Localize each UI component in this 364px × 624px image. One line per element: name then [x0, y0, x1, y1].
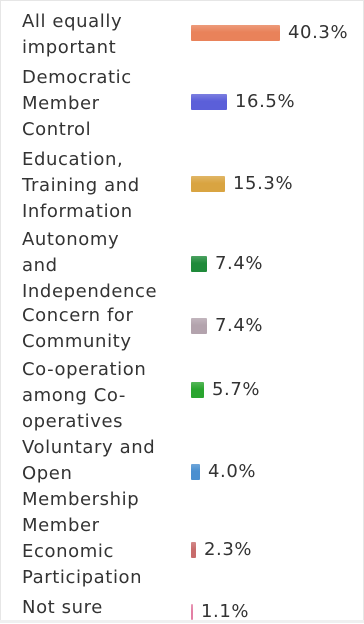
value-label: 5.7% — [212, 379, 261, 400]
category-label: Not sure — [22, 597, 103, 618]
category-label: Co-operation among Co- operatives — [22, 359, 147, 432]
value-label: 16.5% — [235, 91, 296, 112]
category-label: Concern for Community — [22, 305, 134, 352]
value-label: 4.0% — [208, 461, 257, 482]
value-label: 15.3% — [233, 173, 294, 194]
value-label: 1.1% — [201, 601, 250, 622]
bar — [191, 318, 207, 334]
category-label: Member Economic Participation — [22, 515, 143, 588]
category-label: Democratic Member Control — [22, 67, 132, 140]
bar — [191, 256, 207, 272]
bar — [191, 176, 225, 192]
value-label: 40.3% — [288, 22, 349, 43]
bar — [191, 464, 200, 480]
value-label: 7.4% — [215, 315, 264, 336]
value-label: 2.3% — [204, 539, 253, 560]
category-label: Voluntary and Open Membership — [22, 437, 156, 510]
chart-bottom-border — [0, 620, 364, 623]
bar — [191, 542, 196, 558]
category-label: All equally important — [22, 11, 123, 58]
category-label: Education, Training and Information — [22, 149, 140, 222]
bar — [191, 94, 227, 110]
bar — [191, 382, 204, 398]
category-label: Autonomy and Independence — [22, 229, 158, 302]
bar — [191, 25, 280, 41]
value-label: 7.4% — [215, 253, 264, 274]
bar — [191, 604, 193, 620]
